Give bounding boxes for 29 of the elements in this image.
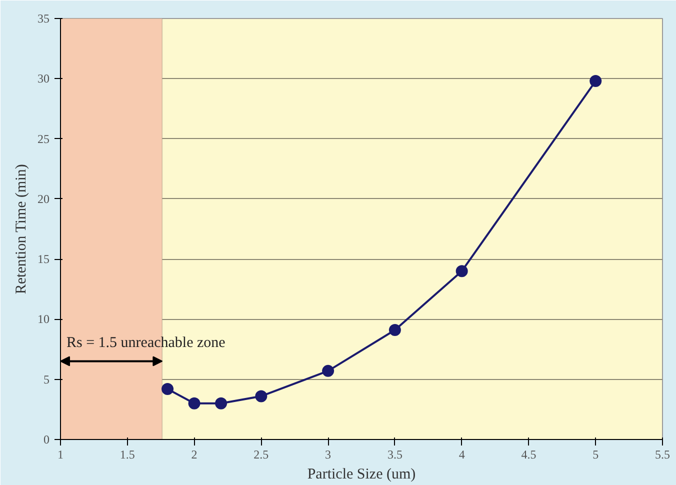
x-tick-label: 4: [458, 448, 465, 462]
point: [188, 397, 200, 410]
x-tick-label: 2.5: [254, 448, 269, 462]
x-tick-label: 5: [592, 448, 599, 462]
x-tick-label: 1.5: [120, 448, 135, 462]
x-tick-label: 4.5: [521, 448, 536, 462]
x-tick-label: 2: [191, 448, 198, 462]
point: [388, 324, 401, 336]
y-tick-label: 10: [38, 312, 50, 326]
x-axis-title: Particle Size (um): [307, 466, 416, 482]
x-tick-label: 5.5: [655, 448, 670, 462]
x-tick-label: 1: [58, 448, 64, 462]
point: [162, 382, 174, 395]
y-tick-label: 35: [38, 12, 50, 26]
point: [215, 397, 228, 410]
y-tick-label: 20: [38, 192, 50, 206]
point: [255, 390, 268, 402]
point: [590, 75, 602, 88]
y-tick-label: 0: [44, 432, 50, 446]
y-tick-label: 5: [44, 372, 50, 386]
y-tick-label: 15: [38, 252, 50, 266]
point: [322, 364, 334, 377]
y-tick-label: 25: [38, 132, 50, 146]
point: [456, 265, 468, 278]
band-label: Rs = 1.5 unreachable zone: [66, 335, 226, 352]
x-tick-label: 3: [325, 448, 332, 462]
y-axis-title: Retention Time (min): [14, 164, 30, 294]
y-tick-label: 30: [38, 72, 50, 86]
x-tick-label: 3.5: [387, 448, 402, 462]
